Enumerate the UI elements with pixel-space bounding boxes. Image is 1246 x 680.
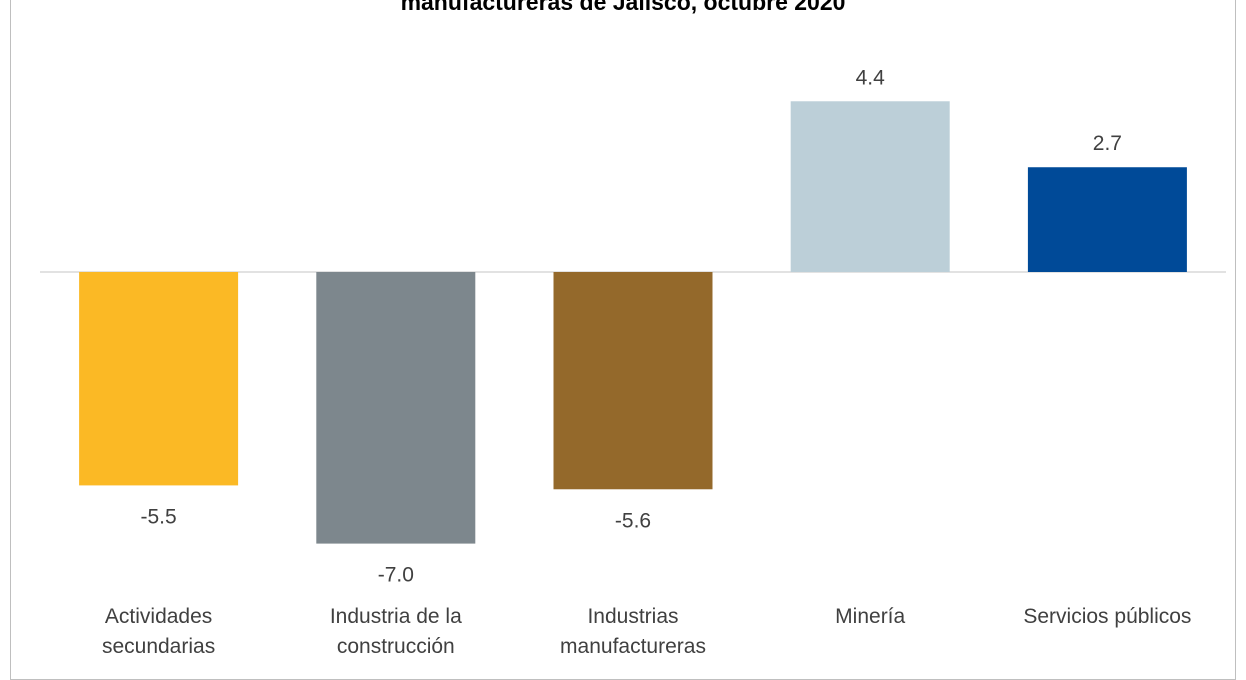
chart-title: manufactureras de Jalisco, octubre 2020: [400, 0, 846, 15]
bar-4: [1027, 167, 1187, 272]
bar-3: [790, 101, 950, 272]
category-label-0-line-0: Actividades: [105, 605, 212, 628]
category-label-2-line-0: Industrias: [587, 605, 678, 628]
value-label-1: -7.0: [378, 564, 414, 587]
category-label-2-line-1: manufactureras: [560, 635, 706, 658]
bar-0: [79, 272, 239, 486]
bar-2: [553, 272, 713, 490]
category-label-1-line-0: Industria de la: [330, 605, 462, 628]
category-label-4-line-0: Servicios públicos: [1023, 605, 1191, 628]
value-label-0: -5.5: [141, 505, 177, 528]
value-label-2: -5.6: [615, 509, 651, 532]
value-label-3: 4.4: [856, 66, 886, 89]
category-label-0-line-1: secundarias: [102, 635, 215, 658]
category-label-3-line-0: Minería: [835, 605, 905, 628]
category-labels-group: Actividades secundarias Industria de la con…: [102, 605, 1191, 658]
bars-group: [79, 101, 1187, 544]
bar-1: [316, 272, 476, 544]
value-label-4: 2.7: [1093, 132, 1122, 155]
category-label-1-line-1: construcción: [337, 635, 455, 658]
value-labels-group: -5.5 -7.0 -5.6 4.4 2.7: [141, 66, 1122, 586]
